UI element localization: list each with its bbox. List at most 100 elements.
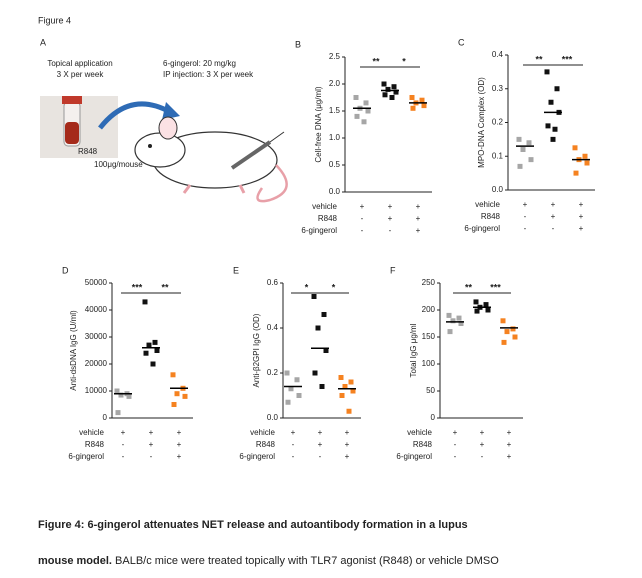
y-tick-label: 200 [422,305,436,314]
data-point [382,92,388,98]
y-tick-label: 100 [422,359,436,368]
data-point [512,334,518,340]
condition-label: vehicle [250,428,275,437]
data-point [118,392,124,398]
data-point [354,113,360,119]
mouse-tail [256,164,288,203]
data-point [409,95,415,100]
condition-sign: - [552,224,555,233]
y-tick-label: 2.0 [329,79,341,88]
data-point [174,391,180,397]
data-point [323,348,329,353]
condition-sign: + [291,428,296,437]
data-point [473,299,479,305]
condition-sign: - [122,440,125,449]
significance-label: ** [465,282,473,292]
data-point [285,399,291,405]
condition-label: vehicle [312,202,337,211]
condition-sign: - [454,440,457,449]
y-tick-label: 0.1 [492,151,504,160]
condition-sign: + [480,440,485,449]
panel-letter: F [390,265,396,275]
y-tick-label: 0.0 [267,413,279,422]
condition-sign: - [524,224,527,233]
condition-label: 6-gingerol [68,452,104,461]
data-point [554,86,560,92]
data-point [114,388,120,394]
condition-sign: + [318,440,323,449]
data-point [485,307,491,313]
data-point [312,370,318,376]
condition-sign: + [149,440,154,449]
y-tick-label: 0.4 [267,323,279,332]
condition-sign: + [507,428,512,437]
data-point [346,408,352,414]
data-point [152,339,158,345]
panel-letter: D [62,265,69,275]
data-point [391,84,397,90]
condition-sign: + [551,200,556,209]
y-tick-label: 0.5 [329,160,341,169]
y-tick-label: 0.3 [492,84,504,93]
condition-sign: + [453,428,458,437]
data-point [365,108,371,114]
caption-bold: mouse model. [38,555,112,567]
panel-a-text: 6-gingerol: 20 mg/kg [163,59,236,68]
condition-label: 6-gingerol [239,452,275,461]
data-point [363,100,369,106]
data-point [126,393,132,399]
condition-label: 6-gingerol [396,452,432,461]
condition-sign: + [507,440,512,449]
y-tick-label: 30000 [85,332,108,341]
condition-label: R848 [85,440,105,449]
data-point [504,329,510,335]
condition-sign: + [345,428,350,437]
data-point [348,379,354,385]
data-point [154,348,160,353]
data-point [296,393,302,398]
condition-label: R848 [481,212,501,221]
condition-sign: + [177,440,182,449]
data-point [526,140,532,146]
condition-label: vehicle [475,200,500,209]
significance-label: *** [562,54,573,64]
y-tick-label: 40000 [85,305,108,314]
data-point [410,105,416,111]
data-point [516,136,522,142]
condition-sign: + [177,452,182,461]
condition-label: R848 [413,440,433,449]
y-tick-label: 20000 [85,359,108,368]
figure-label: Figure 4 [38,15,71,25]
condition-sign: - [361,214,364,223]
tube-cap [62,96,82,104]
data-point [501,339,507,345]
condition-sign: - [292,452,295,461]
condition-sign: - [319,452,322,461]
condition-sign: + [416,214,421,223]
condition-sign: + [579,224,584,233]
data-point [458,321,464,326]
condition-sign: + [523,200,528,209]
y-tick-label: 1.5 [329,106,341,115]
y-tick-label: 50000 [85,278,108,287]
condition-sign: - [150,452,153,461]
condition-label: R848 [256,440,276,449]
y-tick-label: 0.6 [267,278,279,287]
data-point [353,95,359,100]
condition-sign: - [292,440,295,449]
condition-sign: + [345,452,350,461]
data-point [385,86,391,92]
condition-sign: + [177,428,182,437]
panel-a-text: 3 X per week [57,70,105,79]
caption-text: BALB/c mice were treated topically with … [115,555,499,567]
data-point [500,318,506,324]
panel-letter: C [458,37,465,47]
caption-bold: Figure 4: 6-gingerol attenuates NET rele… [38,519,468,531]
y-tick-label: 0.2 [267,368,279,377]
data-point [389,95,395,100]
data-point [143,350,149,356]
significance-label: ** [535,54,543,64]
condition-sign: + [416,202,421,211]
condition-sign: - [454,452,457,461]
panel-a-illustration [40,96,288,203]
